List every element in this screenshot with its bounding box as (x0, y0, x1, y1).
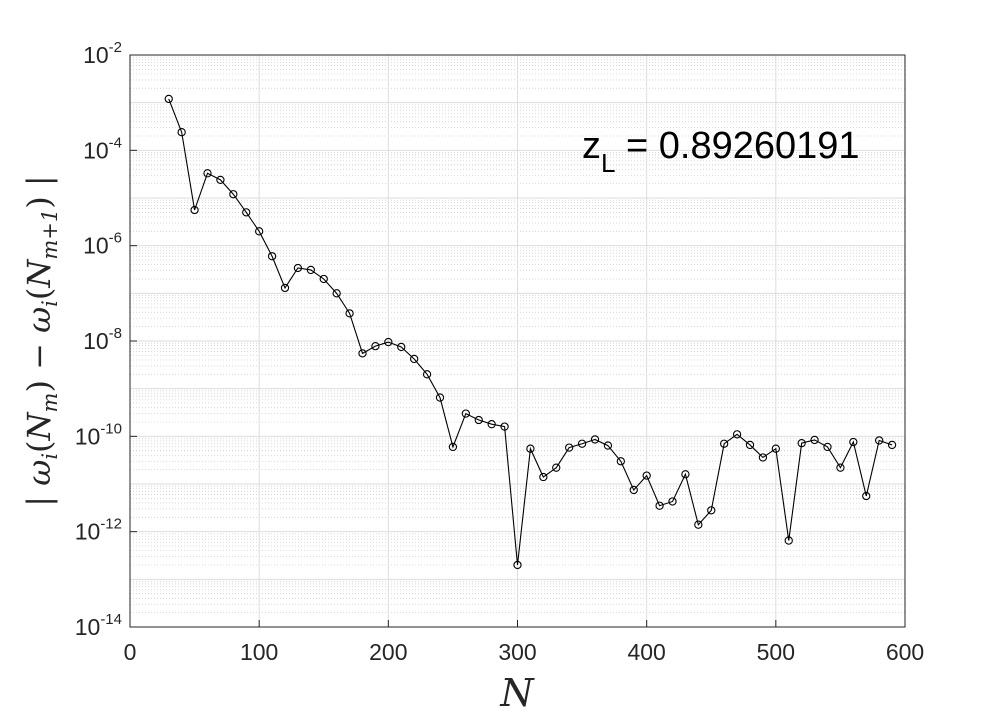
data-point (784, 536, 793, 545)
data-point (332, 289, 341, 298)
data-point (164, 94, 173, 104)
data-point (862, 491, 871, 501)
data-point (603, 441, 613, 450)
data-point (694, 520, 703, 529)
data-point (306, 265, 315, 275)
series-line (168, 98, 893, 566)
y-tick-label: 10-14 (75, 611, 122, 640)
data-point (397, 342, 406, 352)
data-point (177, 128, 186, 137)
data-point (190, 205, 199, 215)
data-point (293, 263, 303, 273)
data-point (771, 444, 780, 453)
data-point (875, 436, 884, 445)
data-point (410, 354, 419, 364)
data-point (319, 274, 328, 284)
data-point (461, 409, 470, 418)
data-point (552, 463, 561, 472)
data-point (435, 393, 445, 402)
data-point (345, 309, 354, 318)
ticks: 0 100 200 300 400 500 600 10-2 10-4 10-6 10-8 10-10… (75, 39, 924, 665)
data-point (720, 439, 729, 448)
x-axis-label: N (499, 671, 535, 715)
x-tick-label: 0 (124, 639, 137, 665)
data-point (216, 175, 225, 185)
data-point (255, 227, 264, 236)
data-series (164, 94, 897, 570)
x-tick-label: 600 (886, 639, 924, 665)
x-tick-label: 400 (627, 639, 665, 665)
y-tick-label: 10-2 (83, 39, 122, 68)
x-tick-label: 200 (369, 639, 407, 665)
data-point (565, 443, 574, 452)
data-point (732, 430, 742, 439)
data-point (384, 337, 393, 347)
data-point (577, 439, 587, 448)
data-point (539, 472, 548, 482)
data-point (358, 349, 367, 358)
data-point (448, 442, 458, 452)
data-point (745, 440, 755, 450)
y-tick-label: 10-12 (75, 516, 122, 545)
data-point (474, 415, 483, 425)
z-annotation: zL = 0.89260191 (582, 125, 860, 178)
data-point (229, 190, 238, 199)
data-point (422, 370, 432, 379)
data-point (526, 444, 535, 453)
y-axis-label: | ωi(Nm) − ωi(Nm+1) | (20, 175, 62, 506)
data-point (655, 501, 664, 510)
data-point (823, 442, 832, 452)
data-point (668, 497, 677, 506)
data-point (836, 463, 845, 472)
data-point (280, 283, 290, 293)
data-point (242, 208, 251, 217)
data-point (590, 435, 600, 444)
y-tick-label: 10-4 (83, 134, 122, 163)
data-point (629, 485, 638, 495)
data-point (500, 422, 509, 431)
data-point (487, 420, 496, 429)
data-point (681, 470, 690, 479)
grid (130, 55, 905, 627)
x-tick-label: 100 (240, 639, 278, 665)
data-point (371, 341, 380, 351)
x-tick-label: 500 (757, 639, 795, 665)
data-point (707, 506, 716, 515)
data-point (642, 471, 651, 480)
data-point (267, 252, 277, 261)
data-point (810, 435, 819, 445)
data-point (513, 560, 522, 570)
data-point (849, 437, 858, 447)
data-point (616, 457, 625, 466)
y-tick-label: 10-10 (75, 420, 122, 449)
data-point (887, 440, 897, 450)
y-tick-label: 10-8 (83, 325, 122, 354)
data-point (797, 438, 806, 448)
x-tick-label: 300 (498, 639, 536, 665)
data-point (758, 453, 768, 462)
data-point (203, 169, 212, 178)
y-tick-label: 10-6 (83, 230, 122, 259)
